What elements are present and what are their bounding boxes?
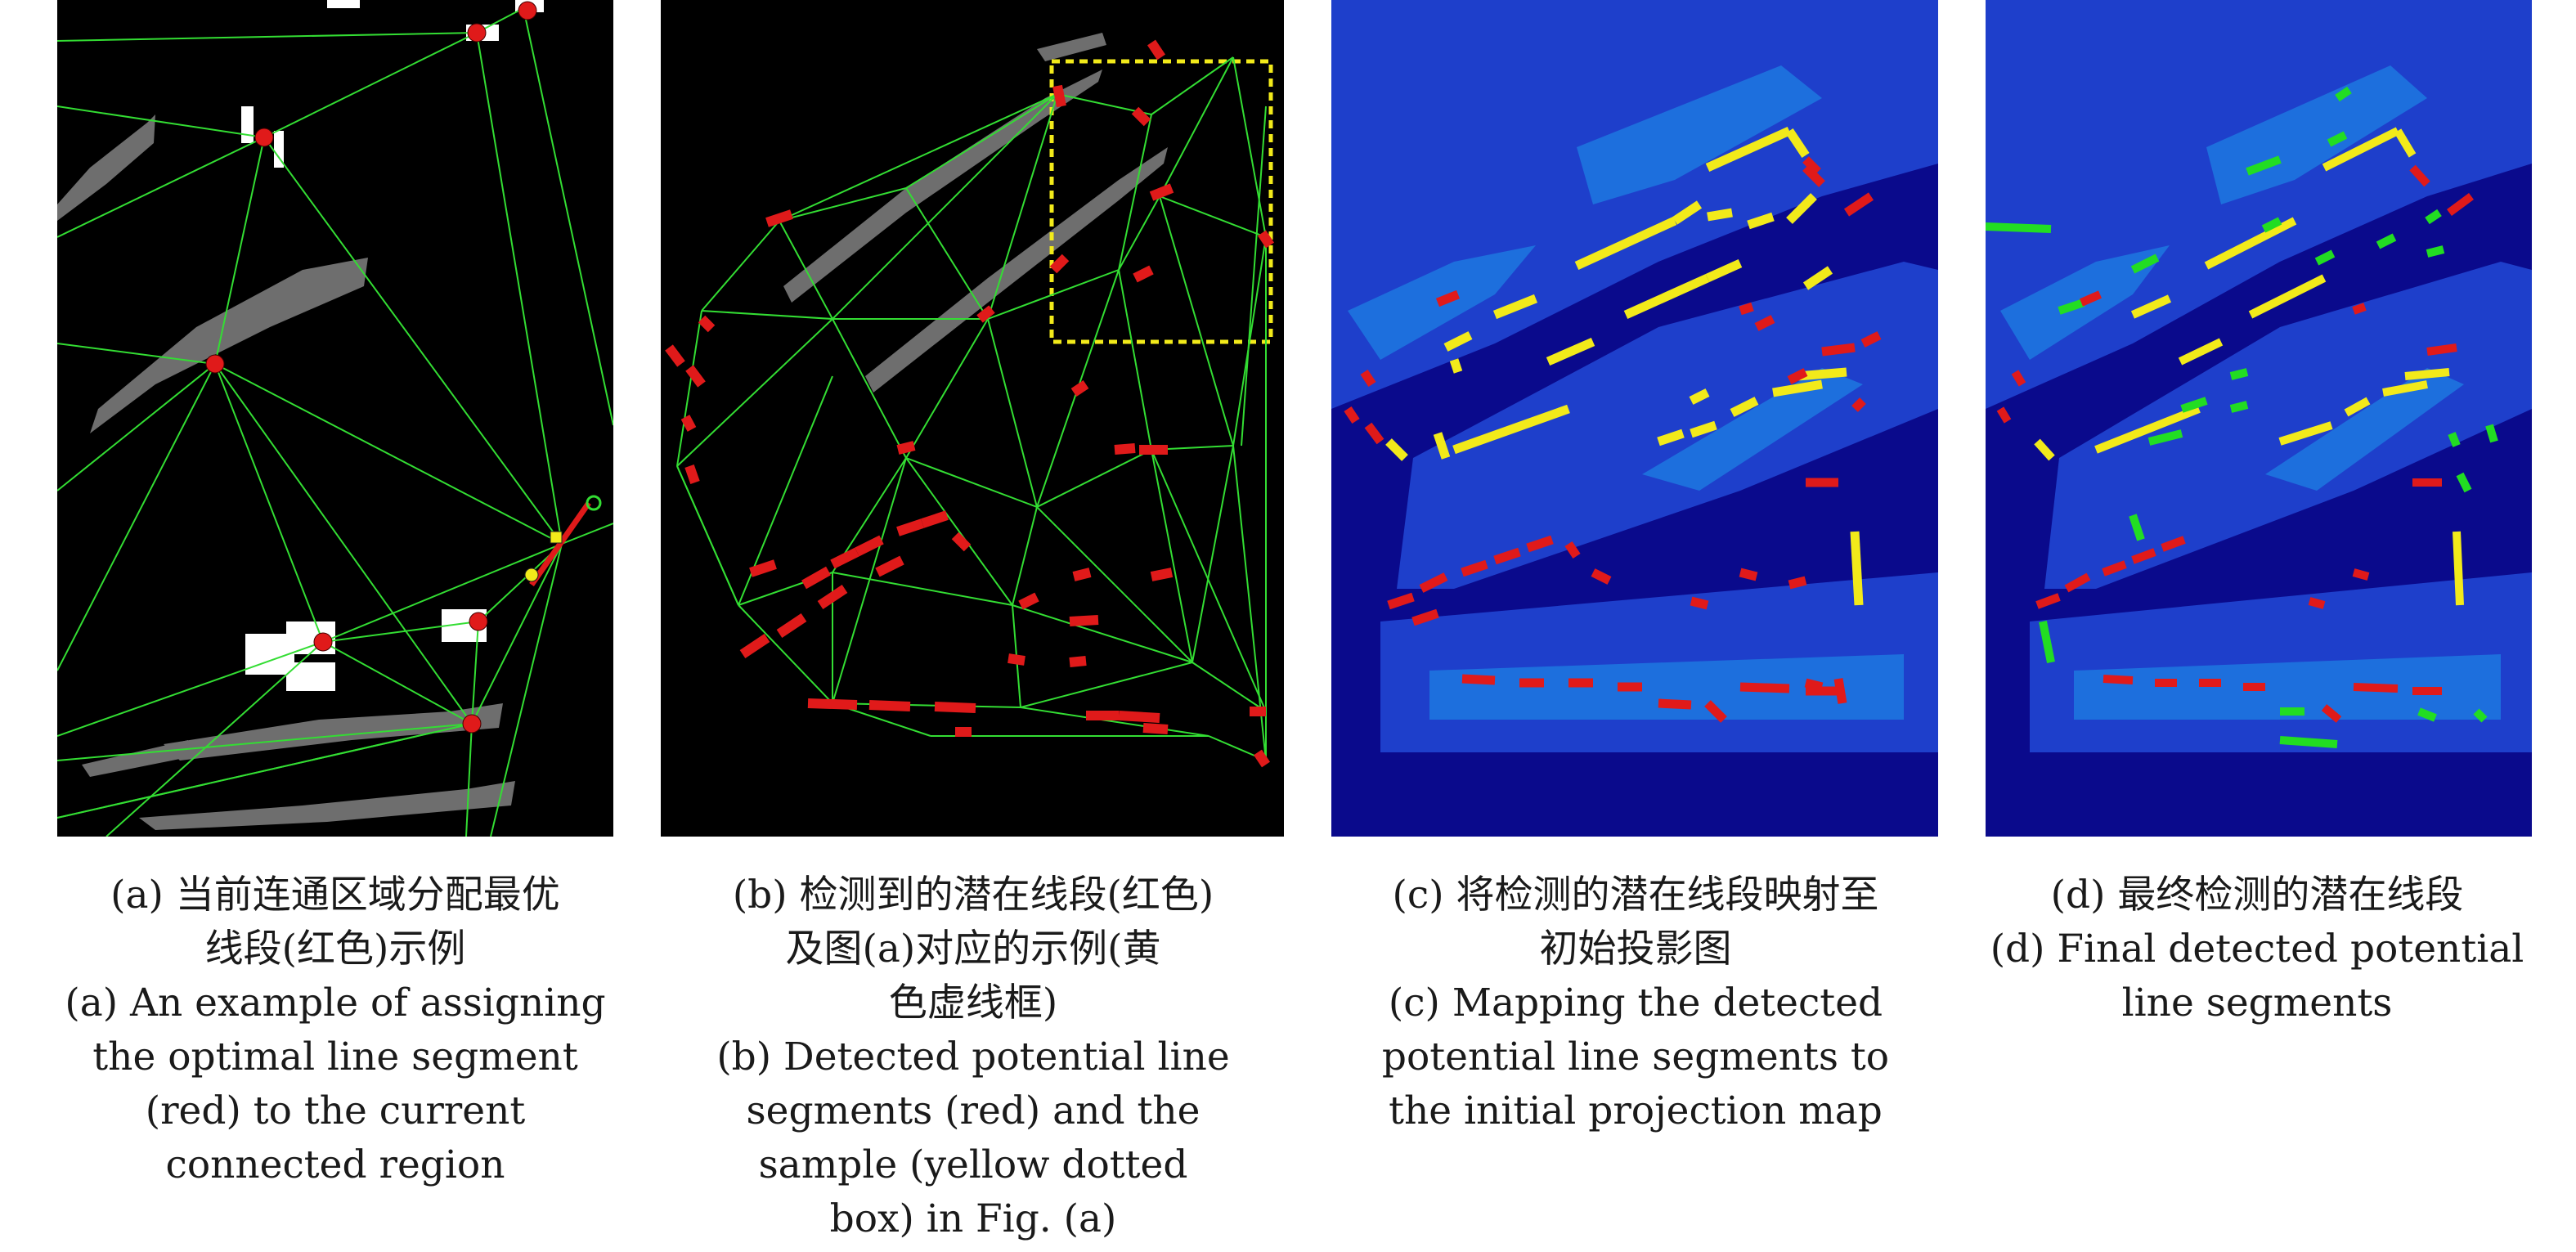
triangulation-edges <box>676 56 1267 761</box>
caption-a-en-4: connected region <box>165 1142 505 1187</box>
projection-highlights <box>2000 65 2501 720</box>
panel-b-figure <box>665 33 1274 768</box>
caption-a-en-3: (red) to the current <box>145 1088 526 1133</box>
caption-b-en-4: box) in Fig. (a) <box>829 1196 1117 1241</box>
white-regions <box>241 0 544 691</box>
caption-a-zh-1: (a) 当前连通区域分配最优 <box>110 873 560 918</box>
caption-d-en-1: (d) Final detected potential <box>1990 927 2524 972</box>
caption-b-en-2: segments (red) and the <box>746 1088 1200 1133</box>
caption-c-zh-2: 初始投影图 <box>1539 927 1732 972</box>
caption-c-en-1: (c) Mapping the detected <box>1388 981 1883 1025</box>
panel-c-figure <box>1331 0 1938 837</box>
yellow-segments <box>2034 127 2464 606</box>
gray-regions <box>57 114 515 830</box>
red-segments <box>1344 156 1882 723</box>
caption-b-zh-2: 及图(a)对应的示例(黄 <box>785 927 1161 972</box>
caption-b: (b) 检测到的潜在线段(红色) 及图(a)对应的示例(黄 色虚线框) (b) … <box>642 868 1304 1246</box>
yellow-segments <box>1385 126 1864 606</box>
panel-c-image <box>1331 0 1938 837</box>
caption-b-zh-3: 色虚线框) <box>888 981 1058 1025</box>
caption-b-en-3: sample (yellow dotted <box>758 1142 1188 1187</box>
red-segments <box>1996 164 2474 723</box>
caption-a-zh-2: 线段(红色)示例 <box>204 927 466 972</box>
green-segments <box>1986 86 2498 748</box>
red-segments <box>665 39 1274 768</box>
caption-c-en-2: potential line segments to <box>1381 1034 1890 1079</box>
projection-texture <box>1986 0 2532 752</box>
panel-d-figure <box>1986 0 2532 837</box>
panel-a-figure <box>57 0 613 837</box>
caption-d-en-2: line segments <box>2121 981 2393 1025</box>
yellow-sample-markers <box>524 495 602 587</box>
caption-c: (c) 将检测的潜在线段映射至 初始投影图 (c) Mapping the de… <box>1308 868 1963 1138</box>
caption-b-zh-1: (b) 检测到的潜在线段(红色) <box>732 873 1214 918</box>
panel-a-image <box>57 0 613 837</box>
caption-c-en-3: the initial projection map <box>1389 1088 1883 1133</box>
panel-b-image <box>661 0 1284 837</box>
caption-d: (d) 最终检测的潜在线段 (d) Final detected potenti… <box>1963 868 2551 1030</box>
panel-d-image <box>1986 0 2532 837</box>
caption-a-en-1: (a) An example of assigning <box>65 981 606 1025</box>
caption-c-zh-1: (c) 将检测的潜在线段映射至 <box>1392 873 1879 918</box>
triangulation-edges <box>57 7 613 837</box>
red-nodes <box>205 1 537 734</box>
projection-texture <box>1331 0 1938 752</box>
caption-a-en-2: the optimal line segment <box>92 1034 578 1079</box>
caption-b-en-1: (b) Detected potential line <box>716 1034 1230 1079</box>
caption-d-zh-1: (d) 最终检测的潜在线段 <box>2050 873 2464 918</box>
caption-a: (a) 当前连通区域分配最优 线段(红色)示例 (a) An example o… <box>33 868 638 1192</box>
